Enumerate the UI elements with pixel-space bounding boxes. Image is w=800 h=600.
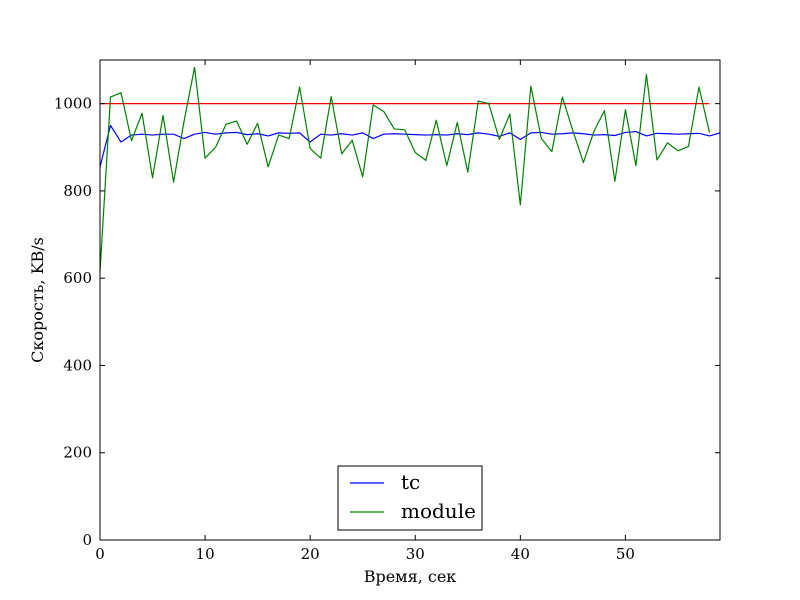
- series-layer: [99, 66, 721, 272]
- series-line-tc: [99, 124, 721, 168]
- plot-frame: [99, 59, 721, 541]
- x-tick-label: 10: [196, 545, 215, 563]
- y-tick-label: 1000: [54, 95, 92, 113]
- y-tick-label: 0: [82, 531, 92, 549]
- y-tick-label: 200: [63, 444, 92, 462]
- legend-label-tc: tc: [401, 470, 420, 494]
- x-tick-label: 40: [511, 545, 530, 563]
- x-tick-label: 30: [406, 545, 425, 563]
- x-tick-label: 20: [301, 545, 320, 563]
- y-tick-label: 800: [63, 182, 92, 200]
- x-axis-label: Время, сек: [364, 567, 457, 586]
- y-tick-label: 600: [63, 269, 92, 287]
- x-tick-label: 50: [616, 545, 635, 563]
- x-tick-label: 0: [95, 545, 105, 563]
- legend-box: [337, 465, 483, 531]
- legend: tc module: [337, 465, 483, 531]
- legend-label-module: module: [401, 499, 476, 523]
- y-axis-label: Скорость, KB/s: [28, 237, 47, 363]
- y-tick-label: 400: [63, 356, 92, 374]
- ticks-layer: 0 10 20 30 40 50 0 200 400 600 800 1000: [54, 60, 720, 563]
- series-line-module: [99, 66, 711, 272]
